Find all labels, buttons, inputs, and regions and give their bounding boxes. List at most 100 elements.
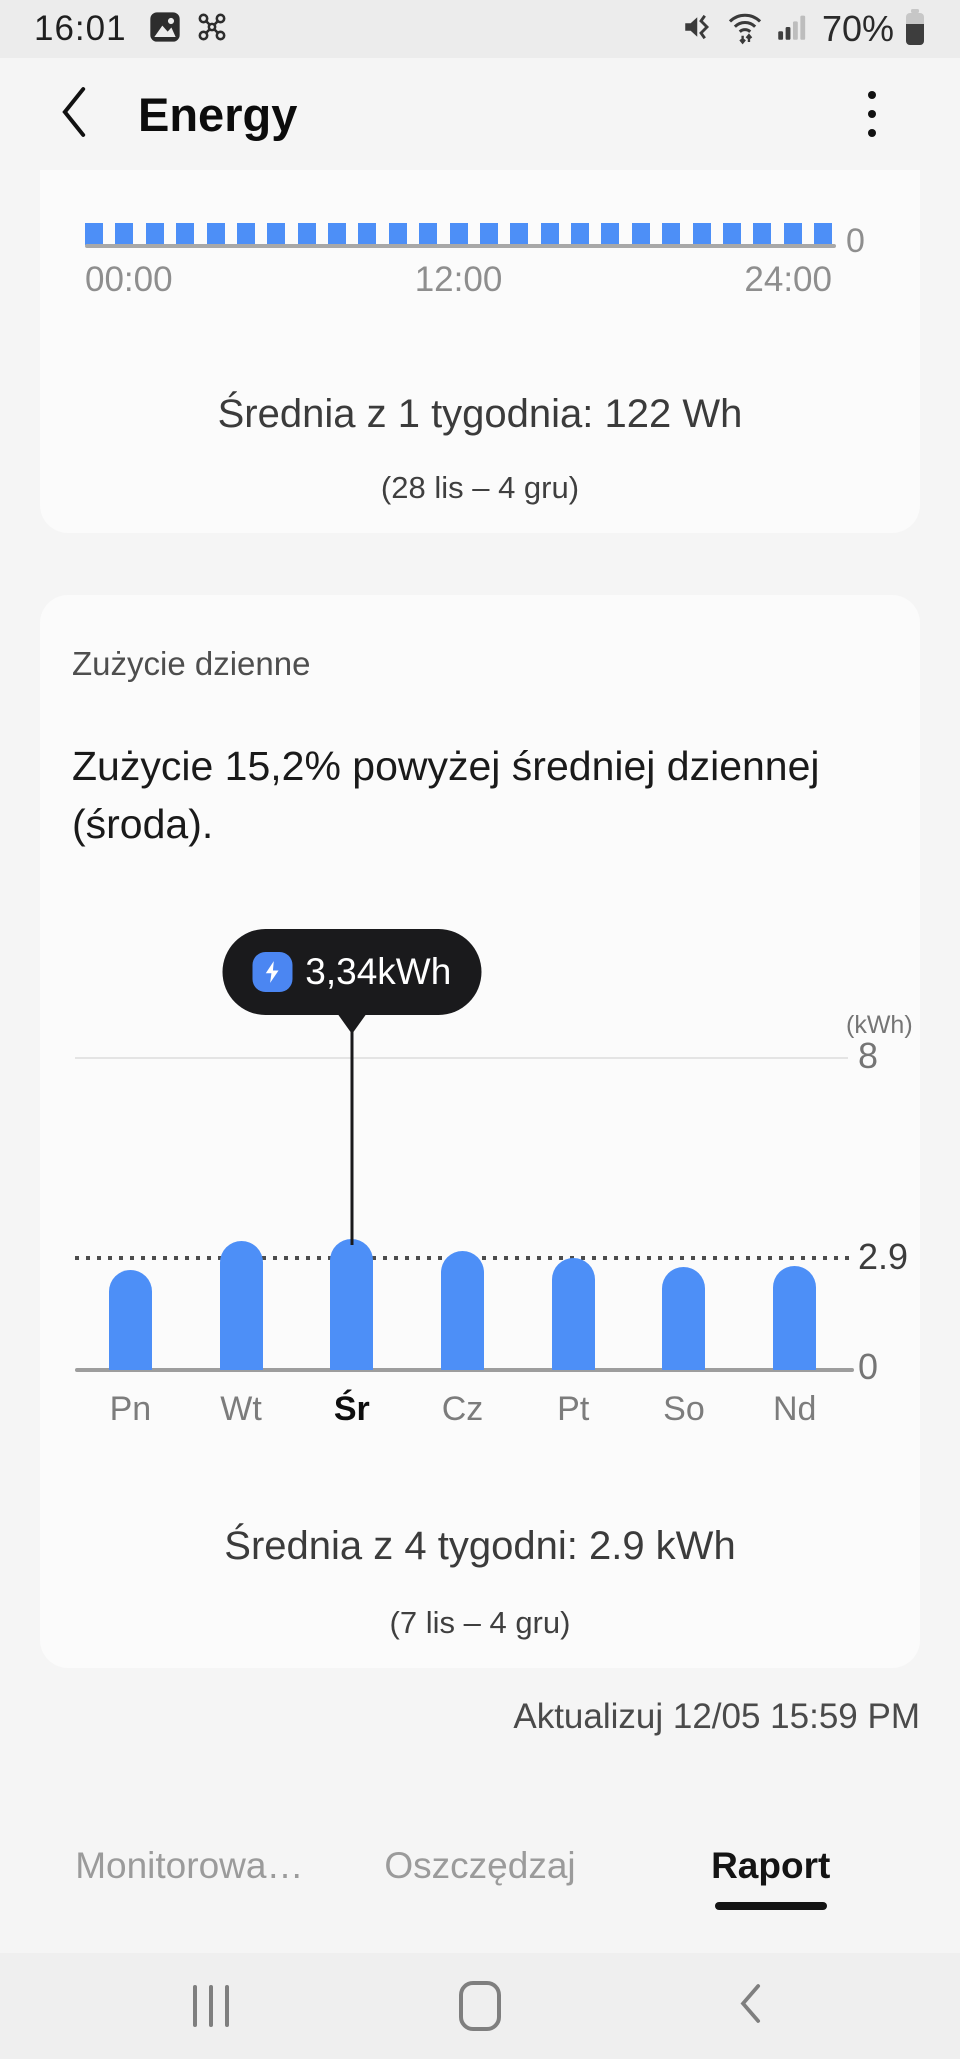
- recents-button[interactable]: [193, 1985, 229, 2027]
- value-tooltip: 3,34kWh: [222, 929, 482, 1015]
- status-bar: 16:01: [0, 0, 960, 58]
- status-time: 16:01: [34, 9, 127, 48]
- tab-label: Monitorowa…: [75, 1845, 304, 1886]
- more-options-button[interactable]: [850, 86, 894, 142]
- hourly-x-ticks: 00:00 12:00 24:00: [85, 260, 832, 300]
- tab-raport[interactable]: Raport: [625, 1833, 916, 1943]
- daily-usage-card: Zużycie dzienne Zużycie 15,2% powyżej śr…: [40, 595, 920, 1668]
- day-label[interactable]: Cz: [441, 1390, 484, 1428]
- hourly-bars: [85, 223, 832, 245]
- day-label[interactable]: Pn: [109, 1390, 152, 1428]
- hourly-bar: [206, 223, 225, 245]
- hourly-bar: [328, 223, 346, 245]
- daily-bar-column[interactable]: [629, 1057, 740, 1370]
- hourly-bar: [571, 223, 589, 245]
- hourly-bar: [540, 223, 559, 245]
- daily-bar-column[interactable]: [739, 1057, 850, 1370]
- home-icon: [459, 1981, 501, 2031]
- y-tick-8: 8: [858, 1035, 879, 1076]
- hourly-bar: [814, 223, 832, 245]
- y-tick-0: 0: [858, 1346, 879, 1387]
- daily-bars: [75, 1057, 850, 1370]
- tab-oszczedzaj[interactable]: Oszczędzaj: [335, 1833, 626, 1943]
- day-label[interactable]: So: [663, 1390, 705, 1428]
- hourly-bar: [783, 223, 802, 245]
- gridline-8: [75, 1057, 848, 1059]
- x-tick-2400: 24:00: [744, 260, 832, 299]
- daily-labels: Pn Wt Śr Cz Pt So Nd: [75, 1390, 850, 1429]
- home-button[interactable]: [459, 1981, 501, 2031]
- recents-icon: [193, 1985, 197, 2027]
- hourly-bar: [753, 223, 772, 245]
- daily-axis-baseline: [75, 1368, 854, 1372]
- daily-bar-column[interactable]: [186, 1057, 297, 1370]
- day-label[interactable]: Wt: [220, 1390, 262, 1428]
- more-options-dot: [868, 110, 876, 118]
- tooltip-pointer-line: [350, 1032, 354, 1245]
- hourly-bar: [115, 223, 134, 245]
- y-axis-unit-label: (kWh): [846, 1011, 913, 1039]
- hourly-axis-baseline: [85, 244, 836, 248]
- bottom-tabs: Monitorowa… Oszczędzaj Raport: [0, 1833, 960, 1943]
- nav-back-button[interactable]: [736, 1983, 764, 2030]
- hourly-bar: [692, 223, 711, 245]
- daily-bar-column[interactable]: [75, 1057, 186, 1370]
- daily-bar: [551, 1258, 595, 1370]
- tooltip-value: 3,34kWh: [305, 951, 452, 992]
- gallery-notification-icon: [149, 11, 181, 48]
- more-options-dot: [868, 91, 876, 99]
- description-line-2: (środa).: [72, 801, 214, 847]
- daily-bar-column[interactable]: [296, 1057, 407, 1370]
- day-label[interactable]: Pt: [557, 1390, 590, 1428]
- daily-bar-column[interactable]: [518, 1057, 629, 1370]
- day-label[interactable]: Śr: [333, 1390, 370, 1428]
- app-header: Energy: [0, 58, 960, 170]
- tooltip-tail: [336, 1013, 367, 1034]
- daily-bar: [219, 1241, 263, 1370]
- daily-bar: [662, 1267, 706, 1370]
- hourly-usage-card: 0 00:00 12:00 24:00 Średnia z 1 tygodnia…: [40, 170, 920, 533]
- back-button[interactable]: [52, 86, 96, 140]
- hourly-bar: [601, 223, 620, 245]
- hourly-bar: [510, 223, 529, 245]
- daily-bar: [108, 1270, 152, 1370]
- hourly-bar: [479, 223, 498, 245]
- mute-vibrate-icon: [680, 9, 716, 50]
- hourly-bar: [297, 223, 316, 245]
- hourly-bar: [85, 223, 103, 245]
- battery-percent: 70%: [821, 8, 894, 49]
- hourly-bar: [419, 223, 438, 245]
- more-options-dot: [868, 129, 876, 137]
- daily-average-text: Średnia z 4 tygodni: 2.9 kWh: [224, 1524, 736, 1568]
- system-nav-bar: [0, 1953, 960, 2059]
- hourly-bar: [722, 223, 741, 245]
- hourly-bar: [236, 223, 255, 245]
- daily-card-description: Zużycie 15,2% powyżej średniej dziennej …: [72, 737, 872, 853]
- active-tab-underline: [714, 1902, 827, 1910]
- daily-bar: [773, 1266, 817, 1370]
- hourly-bar: [662, 223, 681, 245]
- nav-back-icon: [736, 1983, 764, 2030]
- tab-monitorowanie[interactable]: Monitorowa…: [44, 1833, 335, 1943]
- hourly-bar: [388, 223, 407, 245]
- hourly-y-zero-label: 0: [846, 222, 865, 260]
- status-right-icons: 70%: [680, 8, 926, 51]
- x-tick-1200: 12:00: [414, 260, 503, 299]
- day-label[interactable]: Nd: [772, 1390, 817, 1428]
- y-tick-average: 2.9: [858, 1236, 909, 1277]
- hourly-average-text: Średnia z 1 tygodnia: 122 Wh: [217, 392, 743, 436]
- hourly-bar: [631, 223, 650, 245]
- daily-period-text: (7 lis – 4 gru): [389, 1605, 571, 1640]
- update-timestamp[interactable]: Aktualizuj 12/05 15:59 PM: [513, 1697, 920, 1736]
- x-tick-0000: 00:00: [85, 260, 173, 299]
- hourly-bar: [449, 223, 468, 245]
- daily-bar-column[interactable]: [407, 1057, 518, 1370]
- asterisk-notification-icon: [195, 10, 229, 49]
- wifi-icon: [726, 8, 764, 51]
- battery-icon: [904, 8, 926, 51]
- page-title: Energy: [138, 87, 298, 141]
- hourly-bar: [145, 223, 164, 245]
- notification-icons: [149, 10, 229, 49]
- daily-bar: [330, 1239, 374, 1370]
